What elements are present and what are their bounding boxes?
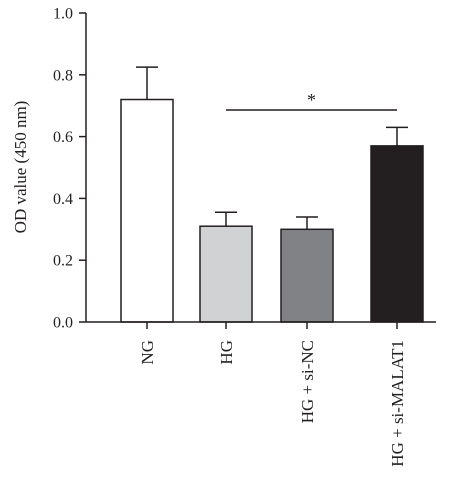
bar-0 (120, 98, 174, 323)
bar-2 (280, 228, 334, 323)
significance-annotation: * (226, 90, 397, 111)
y-tick-label-3: 0.6 (53, 129, 73, 146)
y-tick-label-4: 0.8 (53, 67, 73, 84)
bar-3 (370, 145, 424, 323)
category-label-1: HG (217, 340, 236, 365)
y-tick-label-2: 0.4 (53, 191, 73, 208)
category-label-0: NG (138, 340, 157, 365)
y-tick-label-0: 0.0 (53, 315, 73, 332)
error-bars (136, 66, 408, 230)
y-tick-label-1: 0.2 (53, 253, 73, 270)
y-axis-label: OD value (450 nm) (11, 101, 30, 234)
category-label-2: HG + si-NC (298, 340, 317, 423)
x-ticks: NG HG HG + si-NC HG + si-MALAT1 (138, 322, 407, 467)
significance-label: * (307, 90, 316, 110)
y-tick-label-5: 1.0 (53, 6, 73, 23)
y-ticks: 0.0 0.2 0.4 0.6 0.8 1.0 (53, 6, 86, 332)
category-label-3: HG + si-MALAT1 (388, 340, 407, 467)
bar-1 (199, 225, 253, 323)
bars (120, 98, 424, 323)
